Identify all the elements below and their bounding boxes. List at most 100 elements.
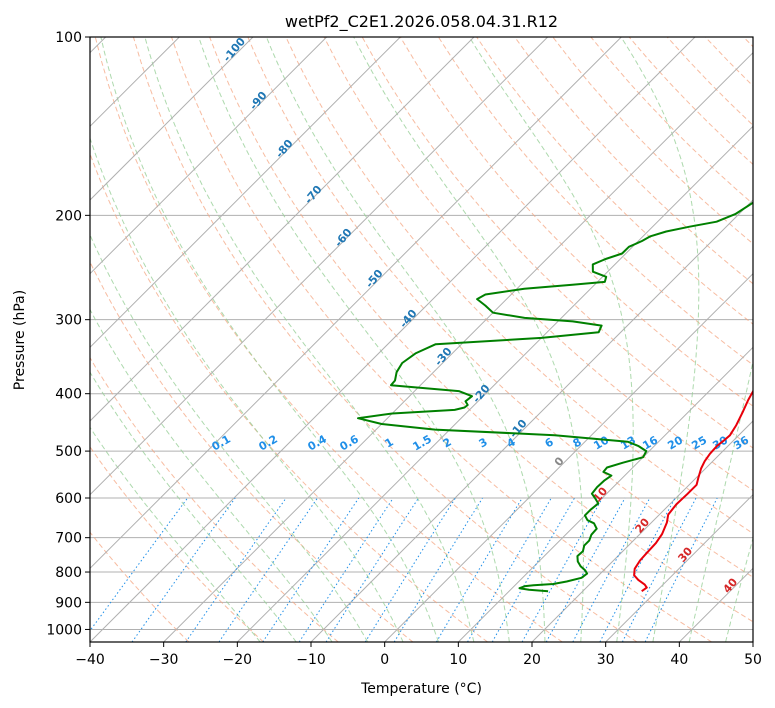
- temperature-line: [633, 389, 753, 593]
- adiabat-label: -60: [332, 226, 355, 250]
- mixing-ratio-line: [131, 497, 236, 642]
- mixing-ratio-line: [599, 497, 676, 642]
- moist-adiabat-line: [90, 426, 261, 642]
- dry-adiabat-line: [171, 37, 712, 642]
- isotherm-line: [384, 272, 753, 642]
- moist-adiabat-line: [762, 37, 775, 642]
- mixing-ratio-line: [218, 497, 318, 642]
- mixing-ratio-line: [621, 497, 697, 642]
- y-tick-label: 100: [55, 30, 82, 46]
- dry-adiabat-line: [552, 37, 753, 245]
- y-tick-label: 600: [55, 491, 82, 507]
- y-tick-label: 500: [55, 444, 82, 460]
- mixing-ratio-lines: [90, 497, 718, 642]
- mixing-ratio-label: 1.5: [411, 432, 434, 453]
- adiabat-label: -20: [470, 382, 493, 406]
- x-tick-label: 10: [449, 652, 467, 668]
- plot-frame: [89, 36, 754, 643]
- adiabat-label: -100: [220, 35, 248, 65]
- y-tick-label: 900: [55, 595, 82, 611]
- moist-adiabat-line: [353, 37, 584, 642]
- mixing-ratio-line: [364, 497, 456, 642]
- moist-adiabat-line: [620, 37, 700, 642]
- dry-adiabat-line: [399, 37, 753, 407]
- mixing-ratio-label: 3: [477, 435, 490, 450]
- dry-adiabat-line: [704, 37, 753, 87]
- x-tick-label: 30: [597, 652, 615, 668]
- isotherm-line: [90, 37, 549, 496]
- mixing-ratio-line: [467, 497, 552, 642]
- chart-title: wetPf2_C2E1.2026.058.04.31.R12: [285, 12, 558, 32]
- mixing-ratio-line: [435, 497, 523, 642]
- mixing-ratio-label: 10: [591, 433, 611, 452]
- dry-adiabat-line: [437, 37, 753, 366]
- mixing-ratio-label: 1: [383, 435, 396, 450]
- mixing-ratio-line: [644, 497, 718, 642]
- moist-adiabat-line: [144, 37, 475, 642]
- isotherm-line: [90, 37, 696, 642]
- mixing-ratio-line: [545, 497, 626, 642]
- moist-adiabats: [90, 37, 775, 642]
- dry-adiabat-line: [132, 37, 638, 642]
- isotherm-line: [752, 641, 753, 642]
- x-tick-label: −20: [223, 652, 253, 668]
- isotherm-grid: [90, 37, 753, 642]
- dry-adiabat-line: [90, 152, 488, 642]
- moist-adiabat-line: [90, 233, 369, 642]
- moist-adiabat-line: [265, 37, 546, 642]
- isotherm-line: [531, 420, 753, 642]
- mixing-ratio-line: [325, 497, 419, 642]
- mixing-ratio-label: 6: [543, 435, 556, 450]
- mixing-ratio-line: [90, 497, 189, 632]
- dry-adiabat-line: [90, 260, 414, 642]
- y-tick-label: 800: [55, 565, 82, 581]
- adiabat-label: -30: [432, 345, 455, 369]
- plot-area: -100-90-80-70-60-50-40-30-20-10010203040…: [90, 35, 775, 642]
- mixing-ratio-label: 0.6: [338, 432, 362, 453]
- moist-adiabat-line: [90, 308, 333, 642]
- dry-adiabat-line: [209, 37, 753, 623]
- y-axis-title: Pressure (hPa): [12, 290, 28, 390]
- isobar-grid: [90, 37, 753, 630]
- adiabat-label: -80: [273, 137, 296, 161]
- dry-adiabat-line: [90, 531, 190, 642]
- y-tick-label: 700: [55, 531, 82, 547]
- dry-adiabat-line: [247, 37, 753, 578]
- adiabat-label: -70: [302, 183, 325, 207]
- y-axis-ticks: 100 200 300 400 500 600 700 800 900 1000: [46, 30, 90, 638]
- mixing-ratio-label: 0.4: [306, 432, 330, 453]
- x-tick-label: 20: [523, 652, 541, 668]
- isotherm-line: [90, 37, 328, 275]
- isotherm-line: [236, 125, 753, 642]
- isotherm-line: [457, 346, 753, 642]
- isotherm-line: [605, 493, 753, 642]
- x-tick-label: 0: [380, 652, 389, 668]
- y-tick-label: 400: [55, 387, 82, 403]
- isotherm-line: [90, 37, 475, 422]
- isotherm-line: [90, 37, 401, 349]
- adiabat-label: -40: [397, 307, 420, 331]
- adiabat-label: 40: [720, 575, 740, 595]
- moist-adiabat-line: [725, 536, 753, 642]
- adiabat-label: 20: [632, 515, 652, 535]
- x-tick-label: −10: [296, 652, 326, 668]
- dry-adiabat-line: [323, 37, 753, 491]
- x-tick-label: −40: [75, 652, 105, 668]
- x-tick-label: −30: [149, 652, 179, 668]
- mixing-ratio-label: 20: [665, 433, 685, 452]
- adiabat-label: 30: [675, 544, 695, 564]
- dry-adiabat-line: [743, 37, 753, 48]
- moist-adiabat-line: [688, 358, 753, 642]
- x-tick-label: 50: [744, 652, 762, 668]
- adiabat-label: -90: [247, 89, 270, 113]
- mixing-ratio-label: 25: [689, 434, 709, 453]
- adiabat-label: -50: [363, 267, 386, 291]
- dry-adiabat-line: [361, 37, 753, 449]
- y-tick-label: 200: [55, 208, 82, 224]
- adiabat-label: 0: [552, 454, 567, 468]
- dry-adiabat-line: [90, 446, 264, 642]
- isotherm-line: [310, 199, 753, 642]
- dewpoint-line: [357, 201, 753, 593]
- x-axis-ticks: −40 −30 −20 −10 0 10 20 30 40 50: [75, 642, 762, 668]
